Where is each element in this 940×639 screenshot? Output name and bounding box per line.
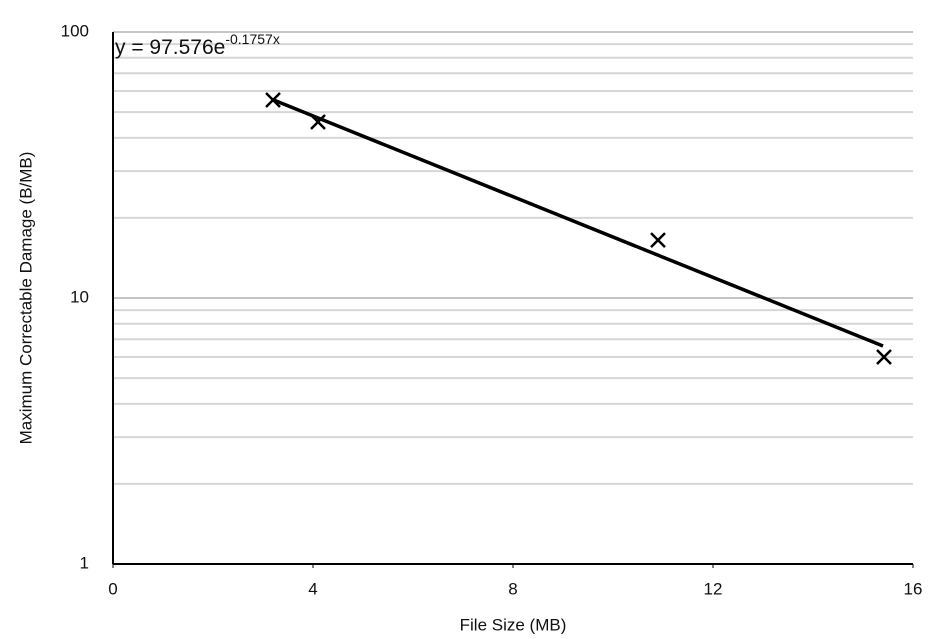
trendline: [272, 98, 884, 348]
equation-base: y = 97.576e: [115, 36, 225, 59]
equation-exponent: -0.1757x: [225, 31, 279, 47]
y-tick-label: 1: [80, 553, 89, 572]
marker: [650, 232, 666, 249]
x-tick-label: 12: [704, 579, 723, 598]
x-tick-label: 16: [904, 579, 923, 598]
trendline-equation: y = 97.576e-0.1757x: [115, 31, 280, 59]
marker: [310, 114, 326, 130]
x-tick-label: 8: [508, 579, 517, 598]
marker: [265, 92, 281, 108]
marker: [876, 349, 892, 365]
x-axis-label: File Size (MB): [460, 615, 567, 634]
y-tick-label: 10: [70, 287, 89, 306]
x-tick-label: 0: [108, 579, 117, 598]
x-tick-label: 4: [308, 579, 317, 598]
y-tick-label: 100: [61, 21, 89, 40]
y-axis-label: Maximum Correctable Damage (B/MB): [16, 152, 35, 445]
